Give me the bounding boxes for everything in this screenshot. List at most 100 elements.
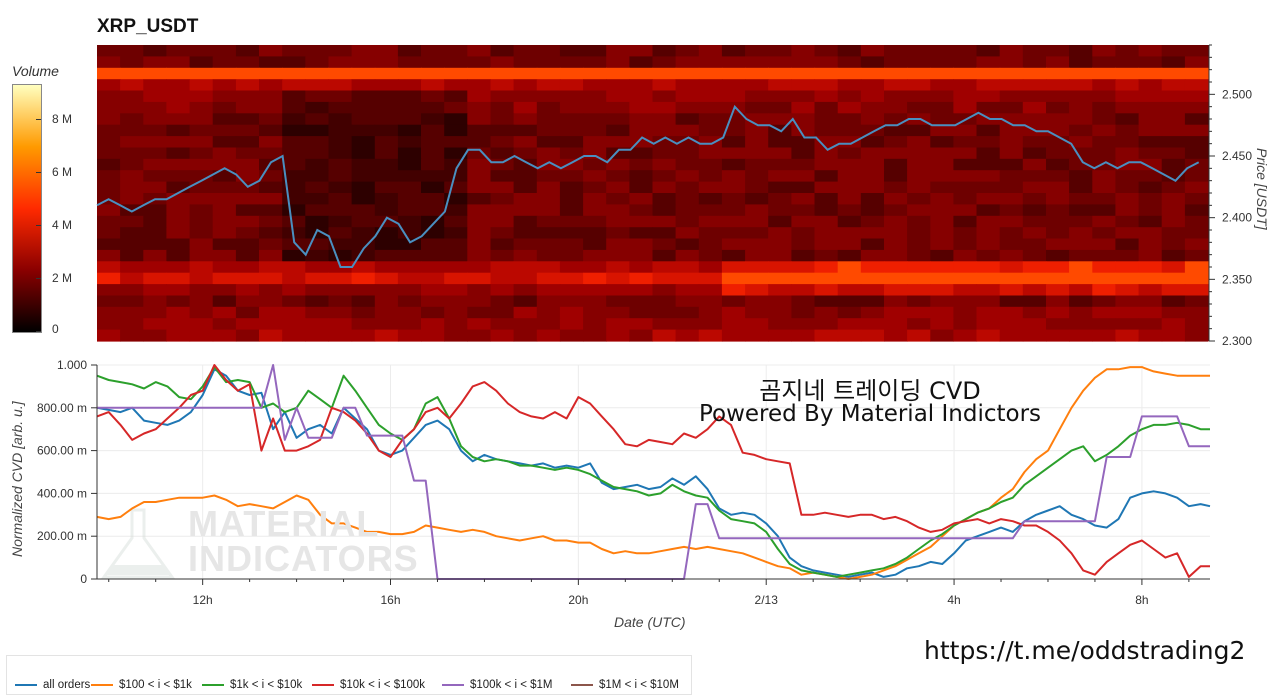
heatmap-cell	[1138, 272, 1163, 285]
heatmap-cell	[97, 56, 121, 69]
legend-item[interactable]: all orders	[15, 679, 90, 691]
legend-item[interactable]: $10k < i < $100k	[312, 679, 425, 691]
heatmap-cell	[953, 238, 978, 251]
heatmap-cell	[328, 136, 353, 149]
heatmap-cell	[259, 238, 283, 251]
heatmap-cell	[1022, 227, 1047, 240]
heatmap-cell	[930, 306, 954, 319]
heatmap-cell	[513, 158, 538, 171]
heatmap-cell	[629, 56, 654, 69]
heatmap-cell	[1161, 329, 1186, 342]
heatmap-cell	[374, 45, 399, 57]
heatmap-cell	[259, 147, 283, 160]
heatmap-cell	[745, 306, 769, 319]
heatmap-cell	[837, 318, 862, 331]
heatmap-cell	[698, 113, 723, 126]
heatmap-cell	[1069, 136, 1093, 149]
heatmap-cell	[768, 284, 792, 297]
heatmap-cell	[397, 147, 422, 160]
colorbar-tick-label: 2 M	[52, 270, 73, 285]
heatmap-cell	[675, 113, 700, 126]
heatmap-cell	[351, 90, 376, 103]
heatmap-cell	[467, 79, 491, 92]
heatmap-cell	[768, 136, 792, 149]
heatmap-cell	[768, 158, 792, 171]
heatmap-cell	[444, 170, 468, 183]
heatmap-cell	[1092, 158, 1116, 171]
heatmap-cell	[559, 170, 584, 183]
legend-swatch	[202, 683, 224, 686]
heatmap-cell	[1092, 284, 1116, 297]
heatmap-cell	[606, 306, 630, 319]
y-tick-label: 400.00 m	[37, 486, 87, 500]
heatmap-cell	[860, 215, 885, 228]
heatmap-cell	[976, 181, 1001, 194]
heatmap-cell	[328, 295, 353, 308]
heatmap-cell	[1069, 193, 1093, 205]
heatmap-cell	[606, 227, 630, 240]
heatmap-cell	[559, 272, 584, 285]
heatmap-cell	[721, 113, 746, 126]
heatmap-cell	[282, 90, 306, 103]
heatmap-cell	[629, 329, 654, 342]
heatmap-cell	[606, 272, 630, 285]
heatmap-cell	[791, 158, 816, 171]
heatmap-cell	[837, 181, 862, 194]
heatmap-cell	[583, 306, 607, 319]
heatmap-cell	[166, 215, 191, 228]
heatmap-cell	[884, 181, 908, 194]
heatmap-cell	[1092, 170, 1116, 183]
heatmap-cell	[698, 272, 723, 285]
heatmap-cell	[397, 136, 422, 149]
heatmap-cell	[536, 79, 561, 92]
heatmap-cell	[143, 124, 167, 137]
heatmap-cell	[351, 124, 376, 137]
heatmap-cell	[768, 318, 792, 331]
heatmap-cell	[1022, 306, 1047, 319]
heatmap-cell	[536, 306, 561, 319]
heatmap-cell	[606, 113, 630, 126]
heatmap-cell	[328, 238, 353, 251]
legend-item[interactable]: $1k < i < $10k	[202, 679, 302, 691]
heatmap-cell	[397, 318, 422, 331]
heatmap-cell	[976, 306, 1001, 319]
legend-item[interactable]: $1M < i < $10M	[571, 679, 679, 691]
heatmap-cell	[374, 215, 399, 228]
heatmap-cell	[1046, 170, 1070, 183]
heatmap-cell	[884, 79, 908, 92]
overlay-line2: Powered By Material Indictors	[698, 401, 1042, 427]
heatmap-cell	[513, 272, 538, 285]
legend-swatch	[571, 683, 593, 686]
heatmap-cell	[907, 227, 931, 240]
heatmap-cell	[1161, 56, 1186, 69]
heatmap-cell	[421, 124, 445, 137]
telegram-link[interactable]: https://t.me/oddstrading2	[924, 636, 1246, 665]
heatmap-cell	[976, 136, 1001, 149]
heatmap-cell	[351, 136, 376, 149]
heatmap-cell	[675, 295, 700, 308]
heatmap-cell	[860, 261, 885, 274]
heatmap-cell	[282, 306, 306, 319]
heatmap-cell	[559, 181, 584, 194]
heatmap-cell	[675, 90, 700, 103]
heatmap-cell	[907, 249, 931, 262]
heatmap-cell	[1046, 90, 1070, 103]
heatmap-cell	[791, 45, 816, 57]
heatmap-cell	[1138, 204, 1163, 217]
legend-item[interactable]: $100 < i < $1k	[91, 679, 192, 691]
heatmap-cell	[559, 249, 584, 262]
heatmap-cell	[97, 136, 121, 149]
heatmap-cell	[282, 318, 306, 331]
heatmap-cell	[1115, 67, 1140, 80]
legend-item[interactable]: $100k < i < $1M	[442, 679, 552, 691]
heatmap-cell	[953, 249, 978, 262]
heatmap-cell	[212, 45, 237, 57]
heatmap-cell	[884, 215, 908, 228]
heatmap-cell	[1069, 249, 1093, 262]
heatmap-cell	[467, 45, 491, 57]
heatmap-cell	[120, 147, 144, 160]
heatmap-cell	[282, 249, 306, 262]
heatmap-cell	[930, 170, 954, 183]
heatmap-cell	[1022, 79, 1047, 92]
heatmap-cell	[1184, 45, 1209, 57]
